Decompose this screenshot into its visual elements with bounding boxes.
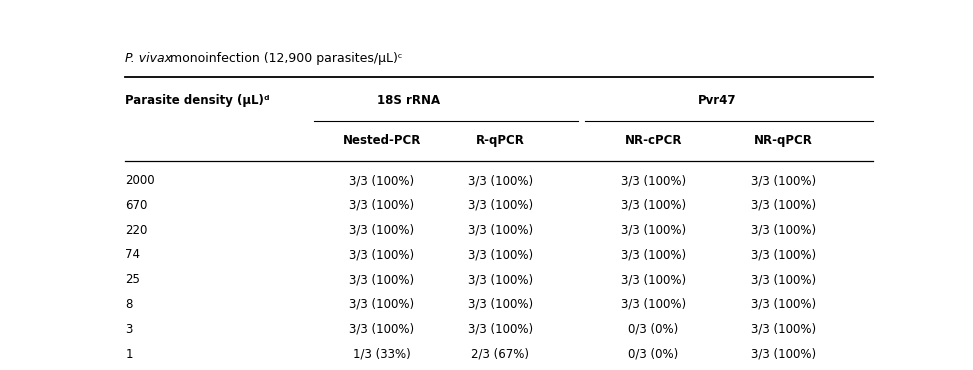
Text: 3/3 (100%): 3/3 (100%) (751, 174, 816, 187)
Text: 1: 1 (126, 347, 133, 360)
Text: R-qPCR: R-qPCR (476, 134, 524, 147)
Text: 1/3 (33%): 1/3 (33%) (353, 347, 411, 360)
Text: 3/3 (100%): 3/3 (100%) (621, 298, 686, 311)
Text: 3/3 (100%): 3/3 (100%) (621, 223, 686, 236)
Text: 3/3 (100%): 3/3 (100%) (468, 223, 533, 236)
Text: 3: 3 (126, 323, 132, 336)
Text: 3/3 (100%): 3/3 (100%) (468, 248, 533, 261)
Text: 3/3 (100%): 3/3 (100%) (621, 248, 686, 261)
Text: monoinfection (12,900 parasites/μL)ᶜ: monoinfection (12,900 parasites/μL)ᶜ (170, 51, 403, 64)
Text: 3/3 (100%): 3/3 (100%) (468, 199, 533, 212)
Text: 3/3 (100%): 3/3 (100%) (349, 323, 414, 336)
Text: 3/3 (100%): 3/3 (100%) (751, 248, 816, 261)
Text: 0/3 (0%): 0/3 (0%) (629, 347, 678, 360)
Text: 3/3 (100%): 3/3 (100%) (621, 174, 686, 187)
Text: 3/3 (100%): 3/3 (100%) (468, 174, 533, 187)
Text: Parasite density (μL)ᵈ: Parasite density (μL)ᵈ (126, 94, 270, 107)
Text: 3/3 (100%): 3/3 (100%) (349, 273, 414, 286)
Text: 2/3 (67%): 2/3 (67%) (471, 347, 529, 360)
Text: P. vivax: P. vivax (126, 51, 172, 64)
Text: 3/3 (100%): 3/3 (100%) (349, 248, 414, 261)
Text: 3/3 (100%): 3/3 (100%) (751, 273, 816, 286)
Text: NR-cPCR: NR-cPCR (625, 134, 682, 147)
Text: Pvr47: Pvr47 (698, 94, 737, 107)
Text: 3/3 (100%): 3/3 (100%) (751, 298, 816, 311)
Text: 3/3 (100%): 3/3 (100%) (349, 199, 414, 212)
Text: 3/3 (100%): 3/3 (100%) (349, 174, 414, 187)
Text: 3/3 (100%): 3/3 (100%) (349, 298, 414, 311)
Text: 25: 25 (126, 273, 140, 286)
Text: 3/3 (100%): 3/3 (100%) (349, 223, 414, 236)
Text: 3/3 (100%): 3/3 (100%) (751, 347, 816, 360)
Text: Nested-PCR: Nested-PCR (342, 134, 421, 147)
Text: 3/3 (100%): 3/3 (100%) (468, 298, 533, 311)
Text: 3/3 (100%): 3/3 (100%) (468, 323, 533, 336)
Text: 0/3 (0%): 0/3 (0%) (629, 323, 678, 336)
Text: 2000: 2000 (126, 174, 155, 187)
Text: 3/3 (100%): 3/3 (100%) (621, 199, 686, 212)
Text: 3/3 (100%): 3/3 (100%) (751, 199, 816, 212)
Text: 74: 74 (126, 248, 140, 261)
Text: 3/3 (100%): 3/3 (100%) (468, 273, 533, 286)
Text: 3/3 (100%): 3/3 (100%) (751, 223, 816, 236)
Text: 8: 8 (126, 298, 132, 311)
Text: 3/3 (100%): 3/3 (100%) (751, 323, 816, 336)
Text: 3/3 (100%): 3/3 (100%) (621, 273, 686, 286)
Text: 220: 220 (126, 223, 148, 236)
Text: 670: 670 (126, 199, 148, 212)
Text: 18S rRNA: 18S rRNA (377, 94, 440, 107)
Text: NR-qPCR: NR-qPCR (754, 134, 813, 147)
